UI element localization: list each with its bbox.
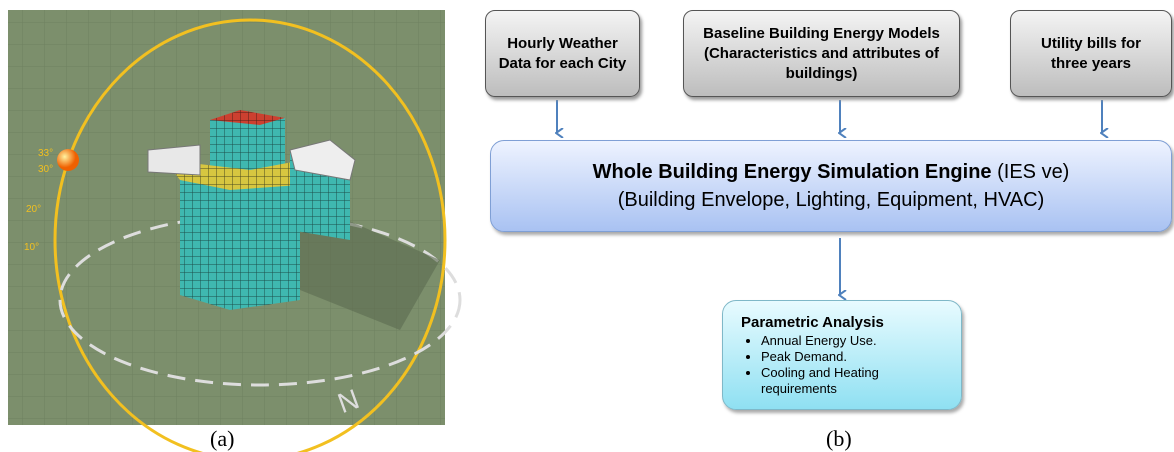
input-node: Hourly Weather Data for each City: [485, 10, 640, 97]
building-tower: [210, 115, 260, 180]
altitude-label: 10°: [24, 242, 39, 253]
engine-subtitle: (Building Envelope, Lighting, Equipment,…: [617, 189, 1045, 211]
altitude-label: 33°: [38, 148, 53, 159]
building-tower: [260, 118, 285, 175]
input-node: Baseline Building Energy Models (Charact…: [683, 10, 960, 97]
roof: [165, 155, 330, 190]
output-item: Cooling and Heating requirements: [761, 365, 943, 397]
engine-node: Whole Building Energy Simulation Engine …: [490, 140, 1172, 232]
output-title: Parametric Analysis: [741, 313, 884, 331]
input-node: Utility bills for three years: [1010, 10, 1172, 97]
caption: (a): [210, 426, 235, 451]
engine-title-line: Whole Building Energy Simulation Engine …: [593, 158, 1070, 186]
compass-ring: [58, 213, 462, 387]
output-item: Peak Demand.: [761, 349, 943, 365]
roof: [210, 110, 285, 125]
building-wing: [180, 180, 230, 310]
parapet: [289, 139, 356, 181]
output-node: Parametric Analysis Annual Energy Use. P…: [722, 300, 962, 410]
sun: [57, 149, 79, 171]
altitude-label: 20°: [26, 204, 41, 215]
building-wing: [230, 170, 300, 310]
engine-note: (IES ve): [997, 161, 1070, 183]
parapet: [147, 144, 201, 176]
output-list: Annual Energy Use. Peak Demand. Cooling …: [741, 333, 943, 397]
caption: (b): [826, 426, 852, 451]
engine-title: Whole Building Energy Simulation Engine: [592, 161, 992, 183]
sun-path: [53, 18, 447, 452]
output-item: Annual Energy Use.: [761, 333, 943, 349]
altitude-label: 30°: [38, 164, 53, 175]
